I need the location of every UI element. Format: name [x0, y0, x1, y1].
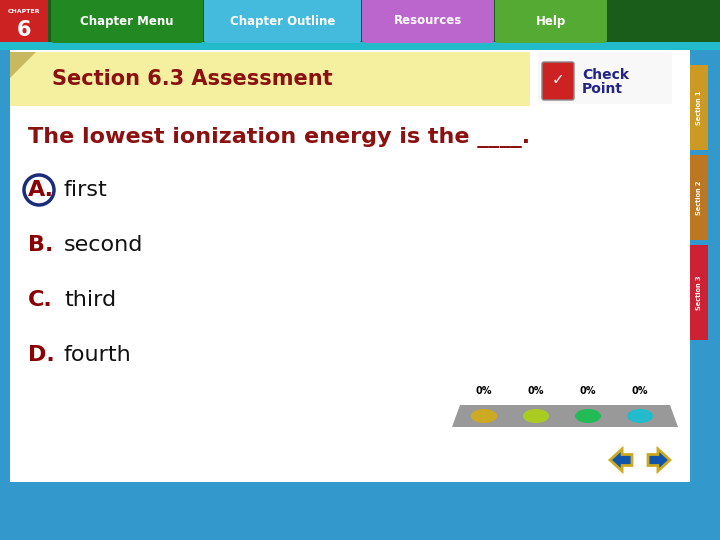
- FancyBboxPatch shape: [690, 155, 708, 240]
- Text: second: second: [64, 235, 143, 255]
- FancyBboxPatch shape: [0, 0, 720, 42]
- Ellipse shape: [627, 409, 653, 423]
- Polygon shape: [10, 52, 36, 78]
- Text: first: first: [64, 180, 108, 200]
- Text: Section 3: Section 3: [696, 275, 702, 310]
- Text: 6: 6: [17, 20, 31, 40]
- Text: Chapter Outline: Chapter Outline: [230, 15, 336, 28]
- FancyBboxPatch shape: [10, 50, 690, 482]
- Text: Section 1: Section 1: [696, 90, 702, 125]
- Text: The lowest ionization energy is the ____.: The lowest ionization energy is the ____…: [28, 127, 530, 149]
- Text: C.: C.: [28, 290, 53, 310]
- Text: ✓: ✓: [552, 72, 564, 87]
- Text: fourth: fourth: [64, 345, 132, 365]
- Text: B.: B.: [28, 235, 53, 255]
- FancyBboxPatch shape: [495, 0, 607, 43]
- FancyBboxPatch shape: [542, 62, 574, 100]
- Text: 0%: 0%: [476, 386, 492, 396]
- FancyBboxPatch shape: [690, 245, 708, 340]
- Text: A.: A.: [28, 180, 54, 200]
- Text: 0%: 0%: [631, 386, 648, 396]
- Text: Resources: Resources: [394, 15, 462, 28]
- FancyBboxPatch shape: [362, 0, 494, 43]
- Polygon shape: [452, 405, 678, 427]
- FancyBboxPatch shape: [204, 0, 361, 43]
- Text: Help: Help: [536, 15, 566, 28]
- FancyBboxPatch shape: [10, 52, 530, 106]
- FancyBboxPatch shape: [690, 65, 708, 150]
- Text: Section 2: Section 2: [696, 180, 702, 215]
- Polygon shape: [648, 449, 670, 471]
- FancyBboxPatch shape: [538, 52, 672, 104]
- Text: D.: D.: [28, 345, 55, 365]
- Text: third: third: [64, 290, 116, 310]
- Text: Section 6.3 Assessment: Section 6.3 Assessment: [52, 69, 333, 89]
- Text: 0%: 0%: [580, 386, 596, 396]
- Text: CHAPTER: CHAPTER: [8, 9, 40, 14]
- Ellipse shape: [523, 409, 549, 423]
- Text: Chapter Menu: Chapter Menu: [80, 15, 174, 28]
- Ellipse shape: [471, 409, 497, 423]
- Text: Check: Check: [582, 68, 629, 82]
- Text: Point: Point: [582, 82, 623, 96]
- FancyBboxPatch shape: [51, 0, 203, 43]
- FancyBboxPatch shape: [0, 0, 48, 42]
- Ellipse shape: [575, 409, 601, 423]
- Text: 0%: 0%: [528, 386, 544, 396]
- Polygon shape: [610, 449, 632, 471]
- FancyBboxPatch shape: [0, 42, 720, 50]
